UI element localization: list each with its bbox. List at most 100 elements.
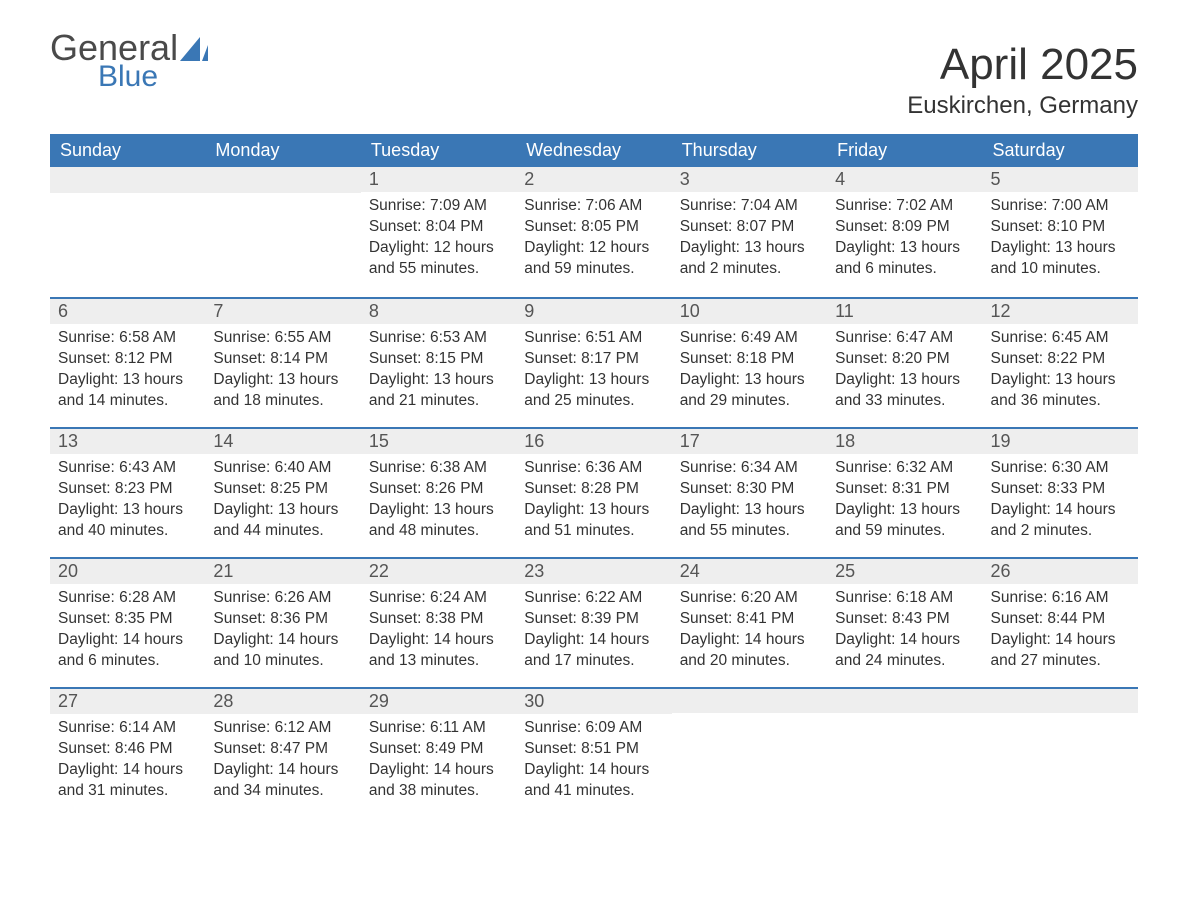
sunrise-value: 6:58 AM: [119, 329, 176, 346]
empty-day-head: [50, 167, 205, 193]
sunset-line: Sunset: 8:28 PM: [524, 479, 663, 500]
sunrise-line: Sunrise: 6:12 AM: [213, 718, 352, 739]
daylight-line: Daylight: 13 hours and 25 minutes.: [524, 370, 663, 412]
calendar-day: 11Sunrise: 6:47 AMSunset: 8:20 PMDayligh…: [827, 297, 982, 427]
sunrise-label: Sunrise:: [991, 197, 1052, 214]
sunrise-line: Sunrise: 6:55 AM: [213, 328, 352, 349]
daylight-label: Daylight:: [58, 761, 123, 778]
day-number: 4: [827, 167, 982, 192]
daylight-label: Daylight:: [213, 631, 278, 648]
day-number: 9: [516, 297, 671, 324]
day-details: Sunrise: 6:53 AMSunset: 8:15 PMDaylight:…: [361, 324, 516, 420]
sunset-label: Sunset:: [991, 350, 1048, 367]
sunset-value: 8:49 PM: [426, 740, 484, 757]
sunset-line: Sunset: 8:15 PM: [369, 349, 508, 370]
day-details: Sunrise: 6:49 AMSunset: 8:18 PMDaylight:…: [672, 324, 827, 420]
sunrise-label: Sunrise:: [680, 329, 741, 346]
day-details: Sunrise: 6:45 AMSunset: 8:22 PMDaylight:…: [983, 324, 1138, 420]
sunset-line: Sunset: 8:36 PM: [213, 609, 352, 630]
calendar-day: 6Sunrise: 6:58 AMSunset: 8:12 PMDaylight…: [50, 297, 205, 427]
sunrise-line: Sunrise: 6:30 AM: [991, 458, 1130, 479]
sunset-line: Sunset: 8:17 PM: [524, 349, 663, 370]
daylight-label: Daylight:: [524, 371, 589, 388]
sunset-line: Sunset: 8:41 PM: [680, 609, 819, 630]
sunset-label: Sunset:: [835, 218, 892, 235]
sunrise-value: 7:02 AM: [896, 197, 953, 214]
sunrise-value: 6:38 AM: [430, 459, 487, 476]
sunset-line: Sunset: 8:26 PM: [369, 479, 508, 500]
calendar-empty: [50, 167, 205, 297]
sunrise-line: Sunrise: 6:36 AM: [524, 458, 663, 479]
day-details: Sunrise: 6:18 AMSunset: 8:43 PMDaylight:…: [827, 584, 982, 680]
weekday-header: Sunday: [50, 134, 205, 167]
empty-day-head: [672, 687, 827, 713]
daylight-line: Daylight: 14 hours and 31 minutes.: [58, 760, 197, 802]
sunrise-value: 7:09 AM: [430, 197, 487, 214]
sunset-line: Sunset: 8:31 PM: [835, 479, 974, 500]
calendar-day: 15Sunrise: 6:38 AMSunset: 8:26 PMDayligh…: [361, 427, 516, 557]
calendar-page: General Blue April 2025 Euskirchen, Germ…: [0, 0, 1188, 918]
sunset-value: 8:41 PM: [737, 610, 795, 627]
day-number: 17: [672, 427, 827, 454]
empty-day-head: [827, 687, 982, 713]
day-number: 19: [983, 427, 1138, 454]
daylight-line: Daylight: 13 hours and 59 minutes.: [835, 500, 974, 542]
calendar-day: 9Sunrise: 6:51 AMSunset: 8:17 PMDaylight…: [516, 297, 671, 427]
weekday-header: Monday: [205, 134, 360, 167]
sunrise-line: Sunrise: 6:22 AM: [524, 588, 663, 609]
sunrise-value: 6:12 AM: [275, 719, 332, 736]
calendar-day: 17Sunrise: 6:34 AMSunset: 8:30 PMDayligh…: [672, 427, 827, 557]
sunset-value: 8:14 PM: [270, 350, 328, 367]
sunset-value: 8:33 PM: [1047, 480, 1105, 497]
sunset-value: 8:36 PM: [270, 610, 328, 627]
daylight-label: Daylight:: [835, 631, 900, 648]
sunset-value: 8:25 PM: [270, 480, 328, 497]
sunrise-value: 6:14 AM: [119, 719, 176, 736]
day-number: 23: [516, 557, 671, 584]
day-number: 7: [205, 297, 360, 324]
sunrise-value: 6:22 AM: [585, 589, 642, 606]
sunrise-line: Sunrise: 6:18 AM: [835, 588, 974, 609]
day-details: Sunrise: 6:55 AMSunset: 8:14 PMDaylight:…: [205, 324, 360, 420]
sunset-value: 8:46 PM: [115, 740, 173, 757]
daylight-label: Daylight:: [58, 371, 123, 388]
day-details: Sunrise: 7:00 AMSunset: 8:10 PMDaylight:…: [983, 192, 1138, 288]
daylight-label: Daylight:: [991, 239, 1056, 256]
sunrise-label: Sunrise:: [991, 589, 1052, 606]
sunset-value: 8:30 PM: [737, 480, 795, 497]
calendar-day: 5Sunrise: 7:00 AMSunset: 8:10 PMDaylight…: [983, 167, 1138, 297]
daylight-line: Daylight: 14 hours and 41 minutes.: [524, 760, 663, 802]
sunset-value: 8:28 PM: [581, 480, 639, 497]
day-details: Sunrise: 6:32 AMSunset: 8:31 PMDaylight:…: [827, 454, 982, 550]
sunrise-line: Sunrise: 6:43 AM: [58, 458, 197, 479]
daylight-line: Daylight: 13 hours and 10 minutes.: [991, 238, 1130, 280]
sunrise-value: 6:47 AM: [896, 329, 953, 346]
sunrise-line: Sunrise: 6:09 AM: [524, 718, 663, 739]
sunrise-value: 6:20 AM: [741, 589, 798, 606]
sunset-label: Sunset:: [524, 480, 581, 497]
sunset-line: Sunset: 8:38 PM: [369, 609, 508, 630]
sunset-line: Sunset: 8:23 PM: [58, 479, 197, 500]
day-details: Sunrise: 6:11 AMSunset: 8:49 PMDaylight:…: [361, 714, 516, 810]
sunrise-value: 7:00 AM: [1052, 197, 1109, 214]
sunrise-label: Sunrise:: [835, 459, 896, 476]
sunrise-line: Sunrise: 6:28 AM: [58, 588, 197, 609]
daylight-label: Daylight:: [680, 371, 745, 388]
daylight-label: Daylight:: [58, 501, 123, 518]
sunset-label: Sunset:: [680, 610, 737, 627]
sunset-value: 8:23 PM: [115, 480, 173, 497]
calendar-week: 20Sunrise: 6:28 AMSunset: 8:35 PMDayligh…: [50, 557, 1138, 687]
sunset-label: Sunset:: [369, 740, 426, 757]
daylight-line: Daylight: 14 hours and 10 minutes.: [213, 630, 352, 672]
sunset-value: 8:20 PM: [892, 350, 950, 367]
logo: General Blue: [50, 30, 208, 94]
sunset-label: Sunset:: [524, 740, 581, 757]
sunrise-label: Sunrise:: [369, 589, 430, 606]
empty-day-head: [205, 167, 360, 193]
sunrise-label: Sunrise:: [213, 459, 274, 476]
day-number: 1: [361, 167, 516, 192]
sunrise-value: 6:40 AM: [275, 459, 332, 476]
sunset-line: Sunset: 8:43 PM: [835, 609, 974, 630]
weekday-header: Tuesday: [361, 134, 516, 167]
sunrise-line: Sunrise: 6:24 AM: [369, 588, 508, 609]
